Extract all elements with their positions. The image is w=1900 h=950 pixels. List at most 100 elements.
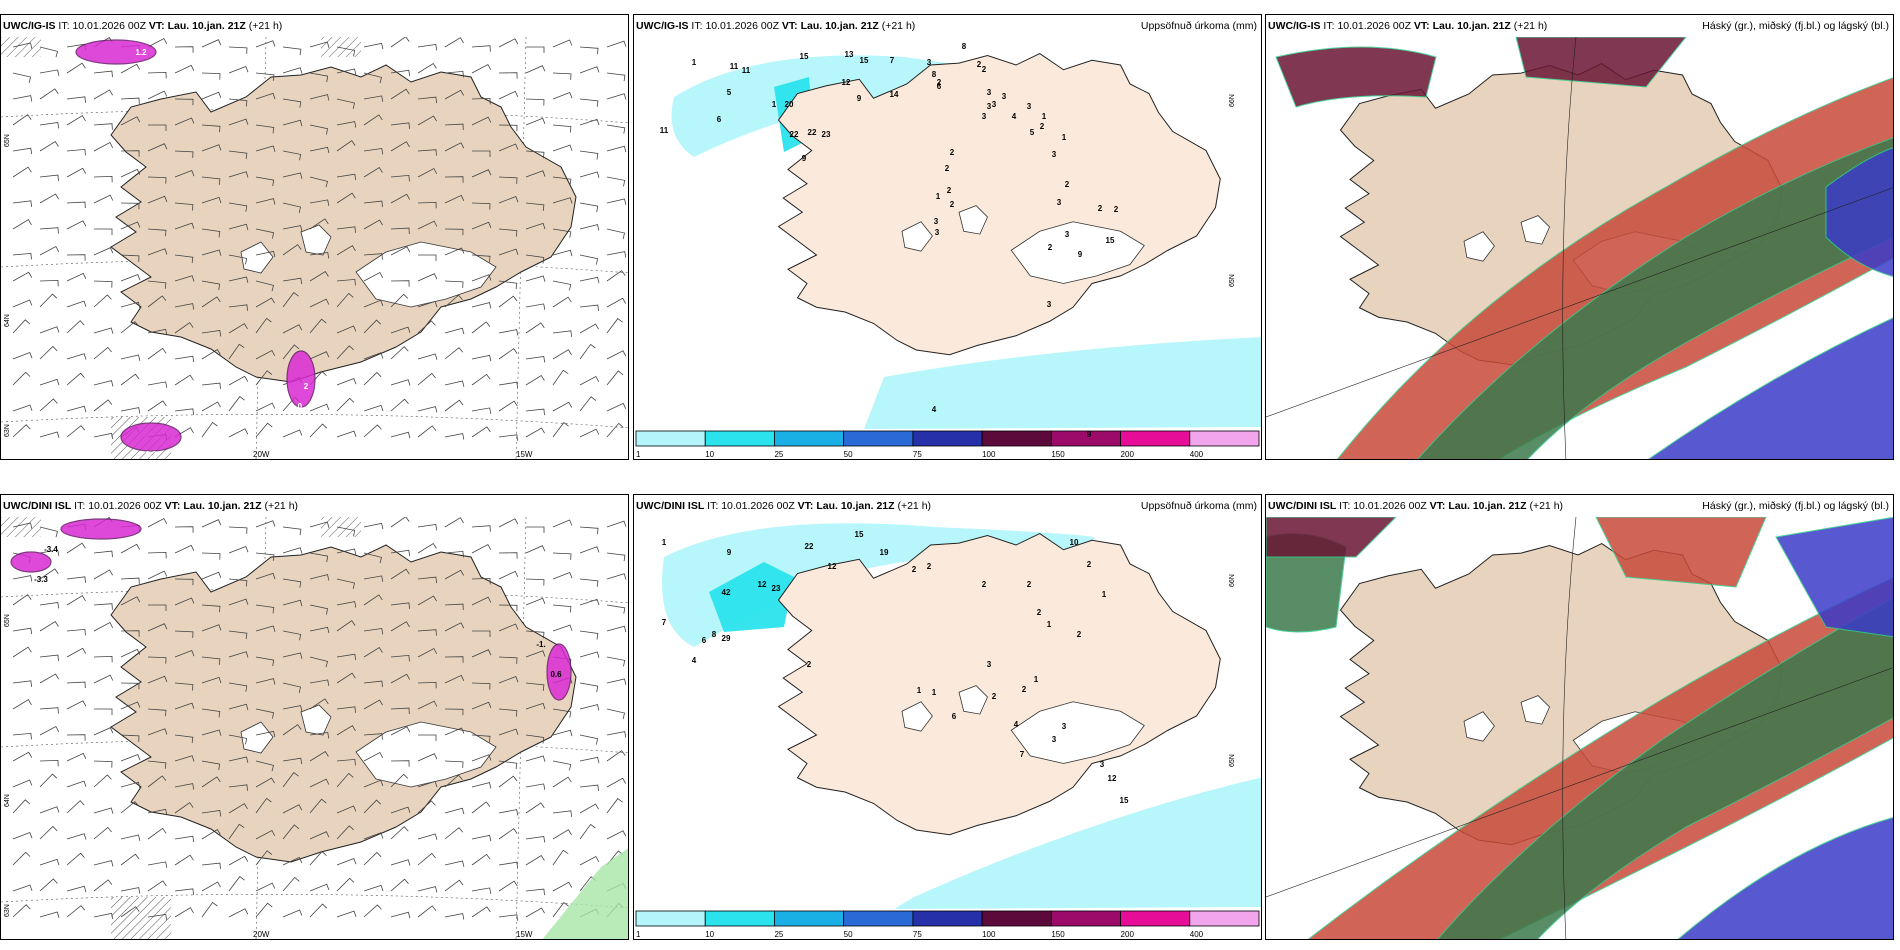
wind-barb (93, 247, 114, 256)
wind-barb (12, 779, 33, 788)
wind-barb (444, 827, 464, 840)
wind-barb (498, 656, 518, 664)
wind-barb (417, 353, 438, 360)
value-label: 0.6 (550, 670, 562, 679)
colorbar-swatch (704, 430, 775, 447)
wind-barb (66, 425, 86, 438)
wind-barb (201, 624, 222, 632)
wind-barb (120, 273, 141, 282)
cloud-layer (1677, 817, 1893, 939)
wind-barb (444, 569, 465, 580)
wind-barb (12, 114, 32, 126)
panel-subtitle: Uppsöfnuð úrkoma (mm) (1140, 20, 1257, 32)
wind-barb (498, 828, 518, 840)
panel-bottom-middle: UWC/DINI ISL IT: 10.01.2026 00Z VT: Lau.… (633, 494, 1262, 940)
snow-hatch (321, 37, 361, 57)
wind-barb (606, 176, 626, 187)
wind-barb (309, 521, 330, 528)
wind-barb (93, 774, 112, 788)
panel-bottom-left: UWC/DINI ISL IT: 10.01.2026 00Z VT: Lau.… (0, 494, 629, 940)
wind-barb (336, 397, 355, 412)
wind-barb (12, 884, 33, 892)
wind-barb (282, 277, 303, 285)
colorbar-label: 10 (705, 450, 714, 459)
wind-barb (255, 72, 275, 81)
wind-barb (525, 630, 545, 639)
cloud-layer (1515, 37, 1687, 88)
wind-barb (363, 733, 383, 740)
value-label: 3 (1002, 92, 1007, 101)
wind-barb (390, 326, 411, 334)
wind-barb (66, 542, 86, 554)
glacier-vatnajokull (1010, 701, 1145, 764)
wind-barb (363, 628, 384, 635)
wind-barb (417, 201, 437, 209)
wind-barb (471, 577, 491, 585)
latitude-label: 65N (4, 614, 11, 627)
wind-barb (174, 64, 195, 74)
cloud-layer (1775, 517, 1893, 638)
colorbar-swatch (1189, 430, 1260, 447)
iceland-coastline (110, 64, 577, 383)
value-label: 12 (1108, 774, 1117, 783)
wind-barb (309, 252, 330, 259)
value-label: 1 (917, 686, 922, 695)
wind-barb (606, 750, 626, 762)
wind-barb (282, 652, 303, 659)
wind-barb (552, 401, 573, 412)
wind-barb (444, 37, 464, 48)
wind-barb (147, 328, 168, 336)
wind-barb (174, 544, 195, 554)
wind-barb (390, 293, 409, 308)
wind-barb (120, 682, 140, 690)
longitude-line (515, 517, 527, 939)
wind-barb (606, 708, 625, 719)
wind-barb (228, 784, 248, 791)
colorbar-label: 1 (636, 450, 641, 459)
wind-barb (174, 854, 194, 866)
wind-barb (39, 858, 60, 866)
wind-barb (66, 647, 87, 658)
wind-barb (336, 325, 357, 334)
wind-barb (93, 727, 114, 736)
wind-barb (39, 345, 58, 360)
value-label: 3 (987, 88, 992, 97)
wind-barb (39, 526, 58, 538)
wind-barb (336, 226, 356, 233)
wind-barb (525, 170, 546, 178)
wind-barb (390, 549, 411, 557)
wind-barb (336, 805, 357, 814)
wind-barb (579, 734, 599, 745)
wind-barb (93, 294, 112, 308)
wind-barb (498, 248, 519, 256)
wind-barb (444, 517, 464, 528)
wind-barb (255, 656, 275, 667)
wind-barb (66, 148, 86, 156)
wind-barb (147, 143, 168, 152)
value-label: 1 (932, 688, 937, 697)
wind-barb (255, 317, 272, 334)
wind-barb (201, 604, 221, 613)
cloud-cover-map (1266, 37, 1893, 459)
wind-barb (525, 650, 546, 658)
wind-barb (363, 299, 384, 308)
value-label: 8 (712, 630, 717, 639)
wind-barb (147, 517, 168, 528)
wind-barb (255, 552, 275, 561)
wind-barb (309, 552, 329, 563)
wind-barb (255, 297, 275, 308)
wind-barb (93, 346, 112, 360)
value-label: 23 (822, 130, 831, 139)
wind-barb (525, 427, 545, 438)
longitude-label: 20W (253, 930, 270, 939)
wind-barb (417, 320, 436, 334)
wind-barb (94, 228, 113, 235)
wind-barb (390, 859, 411, 866)
value-label: 6 (702, 636, 707, 645)
snow-hatch (321, 517, 361, 537)
wind-barb (363, 42, 384, 50)
wind-barb (174, 702, 195, 710)
value-label: 15 (855, 530, 864, 539)
iceland-landmass (110, 64, 577, 383)
